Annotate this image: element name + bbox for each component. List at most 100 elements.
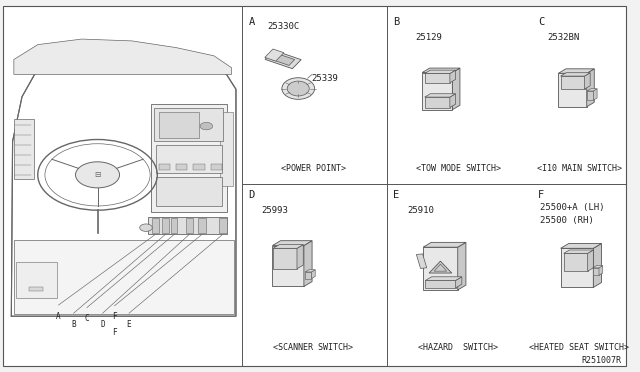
Polygon shape <box>564 253 588 271</box>
Polygon shape <box>305 272 312 279</box>
Bar <box>163 218 168 232</box>
Bar <box>29 287 43 291</box>
Bar <box>220 112 233 186</box>
Polygon shape <box>425 97 450 108</box>
Bar <box>171 218 177 232</box>
Polygon shape <box>456 277 462 288</box>
Polygon shape <box>14 39 232 74</box>
Bar <box>176 164 188 170</box>
Text: 25500+A (LH): 25500+A (LH) <box>540 203 604 212</box>
Circle shape <box>200 122 212 130</box>
Text: 2532BN: 2532BN <box>547 33 580 42</box>
Bar <box>151 104 227 212</box>
Text: E: E <box>393 190 399 200</box>
Polygon shape <box>426 280 456 288</box>
Text: <HAZARD  SWITCH>: <HAZARD SWITCH> <box>418 343 498 352</box>
Polygon shape <box>271 54 294 65</box>
Polygon shape <box>561 244 602 248</box>
Text: F: F <box>112 312 117 321</box>
Bar <box>154 108 223 141</box>
Bar <box>159 164 170 170</box>
Text: D: D <box>248 190 255 200</box>
Polygon shape <box>422 68 460 73</box>
Text: <TOW MODE SWITCH>: <TOW MODE SWITCH> <box>415 164 500 173</box>
Bar <box>152 218 159 232</box>
Polygon shape <box>559 73 587 107</box>
Polygon shape <box>425 94 456 97</box>
Polygon shape <box>297 245 303 269</box>
Bar <box>14 119 34 179</box>
Text: F: F <box>112 328 117 337</box>
Polygon shape <box>587 89 597 91</box>
Polygon shape <box>423 243 466 247</box>
Bar <box>198 218 205 232</box>
Text: <I10 MAIN SWITCH>: <I10 MAIN SWITCH> <box>537 164 622 173</box>
Polygon shape <box>450 94 456 108</box>
Polygon shape <box>312 270 316 279</box>
Polygon shape <box>458 243 466 290</box>
Polygon shape <box>452 68 460 110</box>
Polygon shape <box>429 261 452 273</box>
Text: <SCANNER SWITCH>: <SCANNER SWITCH> <box>273 343 353 352</box>
Bar <box>148 217 227 234</box>
Text: 25910: 25910 <box>408 206 435 215</box>
Bar <box>156 145 222 173</box>
Polygon shape <box>584 73 590 89</box>
Circle shape <box>76 162 120 188</box>
Ellipse shape <box>282 78 315 99</box>
Text: <POWER POINT>: <POWER POINT> <box>281 164 346 173</box>
Polygon shape <box>422 73 452 110</box>
Polygon shape <box>273 248 297 269</box>
Polygon shape <box>305 270 316 272</box>
Polygon shape <box>265 49 284 61</box>
Polygon shape <box>587 69 595 107</box>
Bar <box>211 164 222 170</box>
Polygon shape <box>561 76 584 89</box>
Polygon shape <box>593 266 603 268</box>
Text: 25500 (RH): 25500 (RH) <box>540 216 593 225</box>
Text: <HEATED SEAT SWITCH>: <HEATED SEAT SWITCH> <box>529 343 630 352</box>
Bar <box>14 240 234 314</box>
Bar <box>219 218 227 232</box>
Polygon shape <box>425 74 450 83</box>
Text: F: F <box>538 190 544 200</box>
Text: 25129: 25129 <box>415 33 442 42</box>
Text: B: B <box>71 320 76 329</box>
Polygon shape <box>450 70 456 83</box>
Ellipse shape <box>287 81 309 96</box>
Polygon shape <box>561 248 593 287</box>
Text: A: A <box>248 17 255 27</box>
Bar <box>193 164 205 170</box>
Polygon shape <box>561 73 590 76</box>
Text: E: E <box>127 320 131 329</box>
Text: C: C <box>84 314 89 323</box>
Text: 25330C: 25330C <box>268 22 300 31</box>
Polygon shape <box>593 244 602 287</box>
Polygon shape <box>417 254 427 269</box>
Polygon shape <box>593 89 597 100</box>
Text: 25339: 25339 <box>312 74 339 83</box>
Text: B: B <box>393 17 399 27</box>
Bar <box>159 112 200 138</box>
Bar <box>156 177 222 206</box>
Polygon shape <box>265 50 301 69</box>
Polygon shape <box>273 245 303 248</box>
Polygon shape <box>559 69 595 73</box>
Polygon shape <box>599 266 603 275</box>
Polygon shape <box>273 241 312 246</box>
Bar <box>186 218 193 232</box>
Polygon shape <box>12 45 236 316</box>
Text: D: D <box>100 320 105 329</box>
Polygon shape <box>587 91 593 100</box>
Text: R251007R: R251007R <box>582 356 621 365</box>
Polygon shape <box>588 250 593 271</box>
Polygon shape <box>304 241 312 286</box>
Polygon shape <box>423 247 458 290</box>
Text: ⊟: ⊟ <box>94 170 100 179</box>
Polygon shape <box>564 250 593 253</box>
Text: A: A <box>56 312 61 321</box>
Circle shape <box>140 224 152 231</box>
Polygon shape <box>425 70 456 74</box>
Polygon shape <box>593 268 599 275</box>
Text: 25993: 25993 <box>261 206 288 215</box>
